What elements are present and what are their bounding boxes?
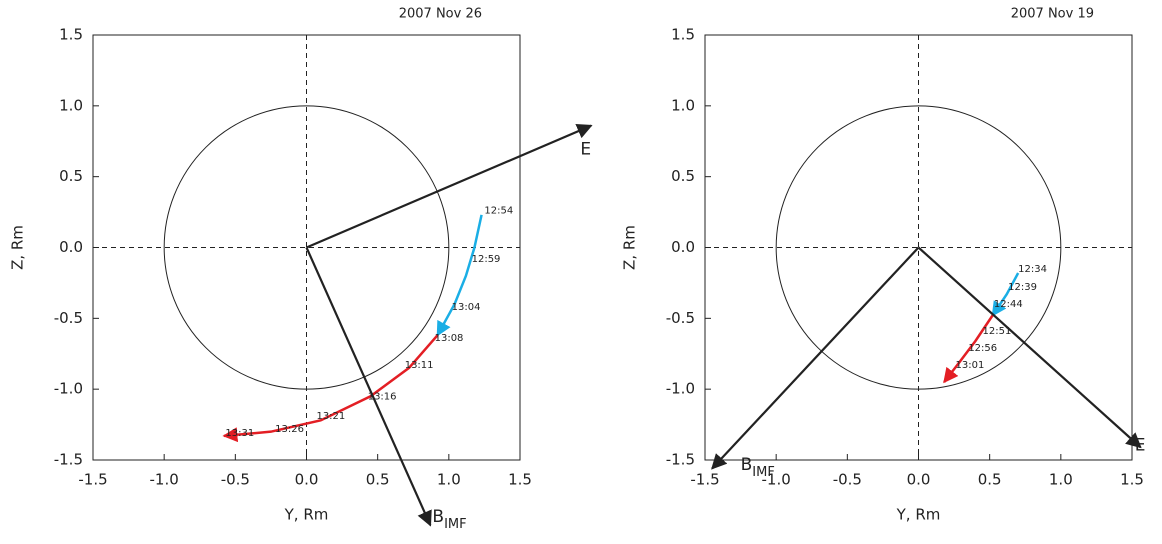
x-tick-label: 0.0 bbox=[907, 471, 931, 489]
trajectory bbox=[436, 214, 483, 337]
trajectory bbox=[943, 314, 994, 384]
y-tick-label: -1.0 bbox=[666, 380, 695, 398]
vector-name: B bbox=[432, 507, 444, 527]
x-tick-label: 0.0 bbox=[295, 471, 319, 489]
x-tick-label: -1.5 bbox=[78, 471, 107, 489]
time-label: 12:44 bbox=[994, 299, 1023, 310]
y-tick-label: 0.5 bbox=[59, 167, 83, 185]
y-tick-label: 0.0 bbox=[59, 238, 83, 256]
time-label: 12:34 bbox=[1018, 264, 1047, 275]
x-tick-label: -0.5 bbox=[833, 471, 862, 489]
vector-label: BIMF bbox=[741, 455, 775, 480]
y-tick-label: 0.5 bbox=[671, 167, 695, 185]
vector-name: B bbox=[741, 455, 753, 475]
time-label: 12:54 bbox=[484, 206, 513, 217]
vector-name: E bbox=[1135, 435, 1146, 455]
y-tick-label: -0.5 bbox=[666, 309, 695, 327]
y-tick-label: 1.0 bbox=[671, 96, 695, 114]
x-tick-label: 1.0 bbox=[1049, 471, 1073, 489]
x-axis-label: Y, Rm bbox=[284, 506, 329, 524]
time-label: 12:39 bbox=[1008, 282, 1037, 293]
y-tick-label: 1.0 bbox=[59, 96, 83, 114]
x-tick-label: -1.0 bbox=[762, 471, 791, 489]
vector-label: E bbox=[580, 139, 591, 159]
vector-name: E bbox=[580, 139, 591, 159]
time-label: 13:21 bbox=[316, 411, 345, 422]
chart-title: 2007 Nov 19 bbox=[1011, 7, 1094, 22]
vector-subscript: IMF bbox=[752, 464, 775, 479]
vector-label: E bbox=[1135, 435, 1146, 455]
time-label: 12:59 bbox=[472, 254, 501, 265]
x-tick-label: 1.5 bbox=[508, 471, 532, 489]
time-label: 13:26 bbox=[275, 424, 304, 435]
y-tick-label: -1.5 bbox=[666, 451, 695, 469]
field-vector bbox=[305, 247, 432, 527]
vector-label: BIMF bbox=[432, 507, 466, 532]
x-tick-label: 1.0 bbox=[437, 471, 461, 489]
y-axis-label: Z, Rm bbox=[621, 225, 639, 270]
time-label: 13:16 bbox=[368, 391, 397, 402]
y-tick-label: 0.0 bbox=[671, 238, 695, 256]
x-tick-label: -1.5 bbox=[690, 471, 719, 489]
x-tick-label: 0.5 bbox=[366, 471, 390, 489]
trajectory bbox=[991, 272, 1020, 317]
x-axis-label: Y, Rm bbox=[896, 506, 941, 524]
planet-circle bbox=[163, 105, 450, 390]
vector-subscript: IMF bbox=[444, 516, 467, 531]
field-vector bbox=[917, 246, 1142, 449]
time-label: 13:11 bbox=[405, 360, 434, 371]
trajectory bbox=[222, 334, 439, 443]
time-label: 12:56 bbox=[968, 343, 997, 354]
y-tick-label: -0.5 bbox=[54, 309, 83, 327]
x-tick-label: 1.5 bbox=[1120, 471, 1144, 489]
y-axis-label: Z, Rm bbox=[9, 225, 27, 270]
chart-title: 2007 Nov 26 bbox=[399, 7, 482, 22]
field-vector bbox=[711, 246, 920, 470]
time-label: 13:08 bbox=[435, 333, 464, 344]
field-vector bbox=[306, 124, 593, 249]
time-label: 13:01 bbox=[956, 360, 985, 371]
y-tick-label: -1.0 bbox=[54, 380, 83, 398]
y-tick-label: 1.5 bbox=[59, 26, 83, 44]
y-tick-label: -1.5 bbox=[54, 451, 83, 469]
x-tick-label: -0.5 bbox=[221, 471, 250, 489]
y-tick-label: 1.5 bbox=[671, 26, 695, 44]
time-label: 13:04 bbox=[452, 302, 481, 313]
x-tick-label: -1.0 bbox=[150, 471, 179, 489]
x-tick-label: 0.5 bbox=[978, 471, 1002, 489]
time-label: 12:51 bbox=[983, 326, 1012, 337]
time-label: 13:31 bbox=[225, 428, 254, 439]
planet-circle bbox=[775, 105, 1062, 390]
